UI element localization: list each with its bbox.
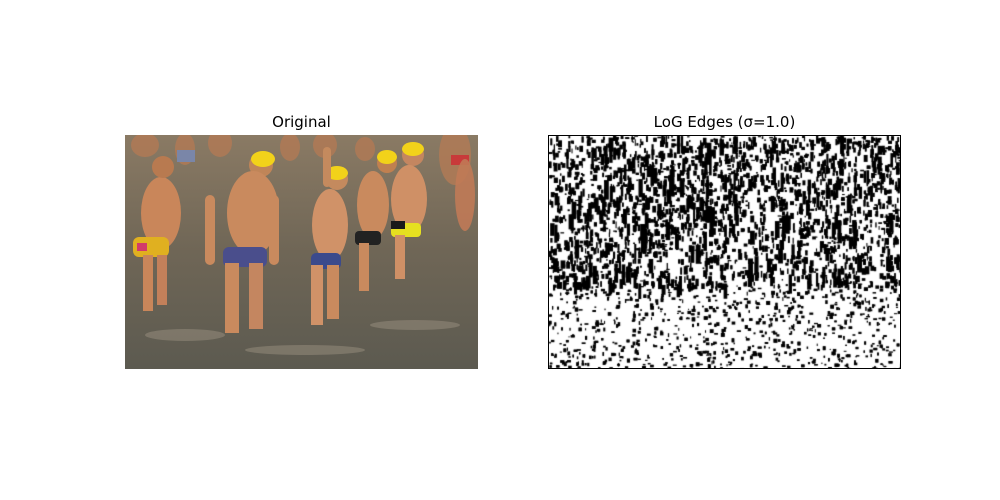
edge-map-image bbox=[548, 135, 901, 369]
right-panel-title: LoG Edges (σ=1.0) bbox=[653, 113, 796, 131]
original-photo bbox=[125, 135, 478, 369]
log-edges-axes bbox=[548, 135, 901, 369]
original-image-axes bbox=[125, 135, 478, 369]
left-panel-title: Original bbox=[272, 113, 331, 131]
